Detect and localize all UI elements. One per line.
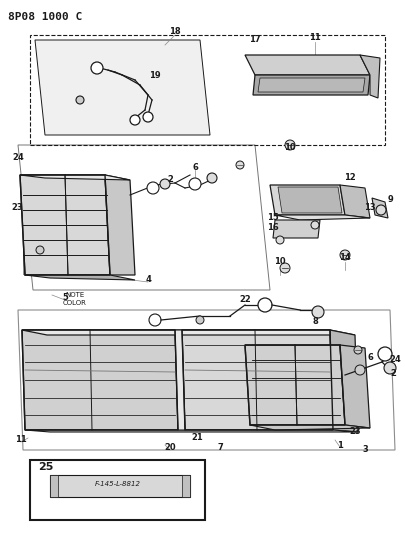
Circle shape <box>91 62 103 74</box>
Circle shape <box>130 115 140 125</box>
Circle shape <box>160 179 170 189</box>
Circle shape <box>149 314 161 326</box>
Text: 3: 3 <box>362 446 368 455</box>
Polygon shape <box>278 187 342 213</box>
Text: 8P08 1000 C: 8P08 1000 C <box>8 12 82 22</box>
Bar <box>30 35 385 145</box>
Circle shape <box>340 250 350 260</box>
Text: 19: 19 <box>149 70 161 79</box>
Text: 15: 15 <box>267 214 279 222</box>
Text: 6: 6 <box>192 164 198 173</box>
Polygon shape <box>270 185 345 215</box>
Text: 9: 9 <box>387 196 393 205</box>
Text: 16: 16 <box>267 223 279 232</box>
Polygon shape <box>25 275 135 280</box>
Text: 11: 11 <box>15 435 27 445</box>
Circle shape <box>276 236 284 244</box>
Polygon shape <box>340 185 370 218</box>
Text: 10: 10 <box>274 257 286 266</box>
Circle shape <box>189 178 201 190</box>
Polygon shape <box>23 195 63 275</box>
Text: COLOR: COLOR <box>63 300 87 306</box>
Polygon shape <box>182 330 333 430</box>
Text: NOTE: NOTE <box>65 292 85 298</box>
Text: 18: 18 <box>169 28 181 36</box>
Polygon shape <box>20 175 130 180</box>
Text: 5: 5 <box>62 294 68 303</box>
Circle shape <box>376 205 386 215</box>
Polygon shape <box>340 345 370 428</box>
Bar <box>182 475 190 497</box>
Polygon shape <box>175 330 185 430</box>
Circle shape <box>355 365 365 375</box>
Text: 20: 20 <box>164 443 176 453</box>
Polygon shape <box>273 220 320 238</box>
Text: 25: 25 <box>38 462 53 472</box>
Circle shape <box>207 173 217 183</box>
Polygon shape <box>360 55 380 98</box>
Text: 7: 7 <box>217 443 223 453</box>
Text: 13: 13 <box>364 204 376 213</box>
Text: 14: 14 <box>339 254 351 262</box>
Text: 8: 8 <box>312 318 318 327</box>
Polygon shape <box>25 430 358 432</box>
Text: 24: 24 <box>389 356 401 365</box>
Text: 21: 21 <box>191 432 203 441</box>
Circle shape <box>384 362 396 374</box>
Polygon shape <box>35 40 210 135</box>
Text: 2: 2 <box>390 368 396 377</box>
Circle shape <box>196 316 204 324</box>
Polygon shape <box>252 360 340 425</box>
Polygon shape <box>25 345 175 430</box>
Circle shape <box>36 246 44 254</box>
Text: 22: 22 <box>239 295 251 304</box>
Circle shape <box>76 96 84 104</box>
Text: 10: 10 <box>284 143 296 152</box>
Polygon shape <box>185 345 330 430</box>
Text: 4: 4 <box>145 276 151 285</box>
Text: 24: 24 <box>12 154 24 163</box>
Circle shape <box>378 347 392 361</box>
Circle shape <box>280 263 290 273</box>
Polygon shape <box>275 215 370 220</box>
Text: F-145-L-8812: F-145-L-8812 <box>95 481 141 487</box>
Polygon shape <box>22 330 178 430</box>
Polygon shape <box>22 330 355 335</box>
Circle shape <box>354 346 362 354</box>
Text: 1: 1 <box>337 440 343 449</box>
Text: 2: 2 <box>167 175 173 184</box>
Circle shape <box>285 140 295 150</box>
Circle shape <box>236 161 244 169</box>
Polygon shape <box>105 175 135 275</box>
Polygon shape <box>372 198 388 218</box>
Polygon shape <box>330 330 358 432</box>
Text: 17: 17 <box>249 36 261 44</box>
Text: 6: 6 <box>367 353 373 362</box>
Circle shape <box>143 112 153 122</box>
Circle shape <box>147 182 159 194</box>
Bar <box>50 475 190 497</box>
Circle shape <box>311 221 319 229</box>
Polygon shape <box>245 345 345 425</box>
Polygon shape <box>253 75 370 95</box>
Polygon shape <box>70 210 107 275</box>
Bar <box>30 460 205 520</box>
Polygon shape <box>245 55 370 75</box>
Text: 23: 23 <box>11 204 23 213</box>
Bar <box>50 475 58 497</box>
Polygon shape <box>250 425 370 430</box>
Polygon shape <box>20 175 110 275</box>
Text: 23: 23 <box>349 427 361 437</box>
Polygon shape <box>258 78 365 92</box>
Text: 12: 12 <box>344 174 356 182</box>
Circle shape <box>312 306 324 318</box>
Circle shape <box>258 298 272 312</box>
Text: 11: 11 <box>309 34 321 43</box>
